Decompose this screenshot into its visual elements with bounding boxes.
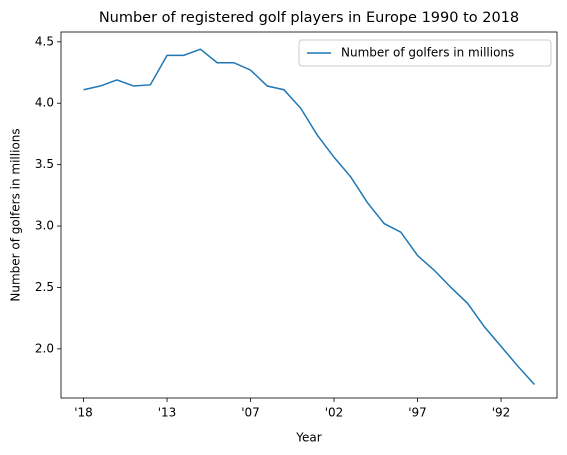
plot-frame [60, 31, 558, 399]
y-tick-label: 2.5 [35, 280, 54, 294]
x-tick-label: '18 [74, 406, 93, 420]
x-tick-label: '92 [492, 406, 511, 420]
x-axis-label: Year [295, 431, 321, 445]
x-tick-label: '97 [408, 406, 427, 420]
y-tick-label: 3.0 [35, 219, 54, 233]
x-tick-label: '07 [241, 406, 260, 420]
line [83, 48, 536, 385]
y-tick-label: 2.0 [35, 341, 54, 355]
x-tick-label: '02 [325, 406, 344, 420]
y-tick-label: 3.5 [35, 157, 54, 171]
y-axis-label: Number of golfers in millions [9, 128, 23, 301]
y-tick-label: 4.5 [35, 34, 54, 48]
legend-box [298, 39, 552, 67]
x-tick-label: '13 [158, 406, 177, 420]
legend-label: Number of golfers in millions [341, 46, 514, 60]
chart-title: Number of registered golf players in Eur… [99, 10, 519, 26]
y-tick-label: 4.0 [35, 96, 54, 110]
